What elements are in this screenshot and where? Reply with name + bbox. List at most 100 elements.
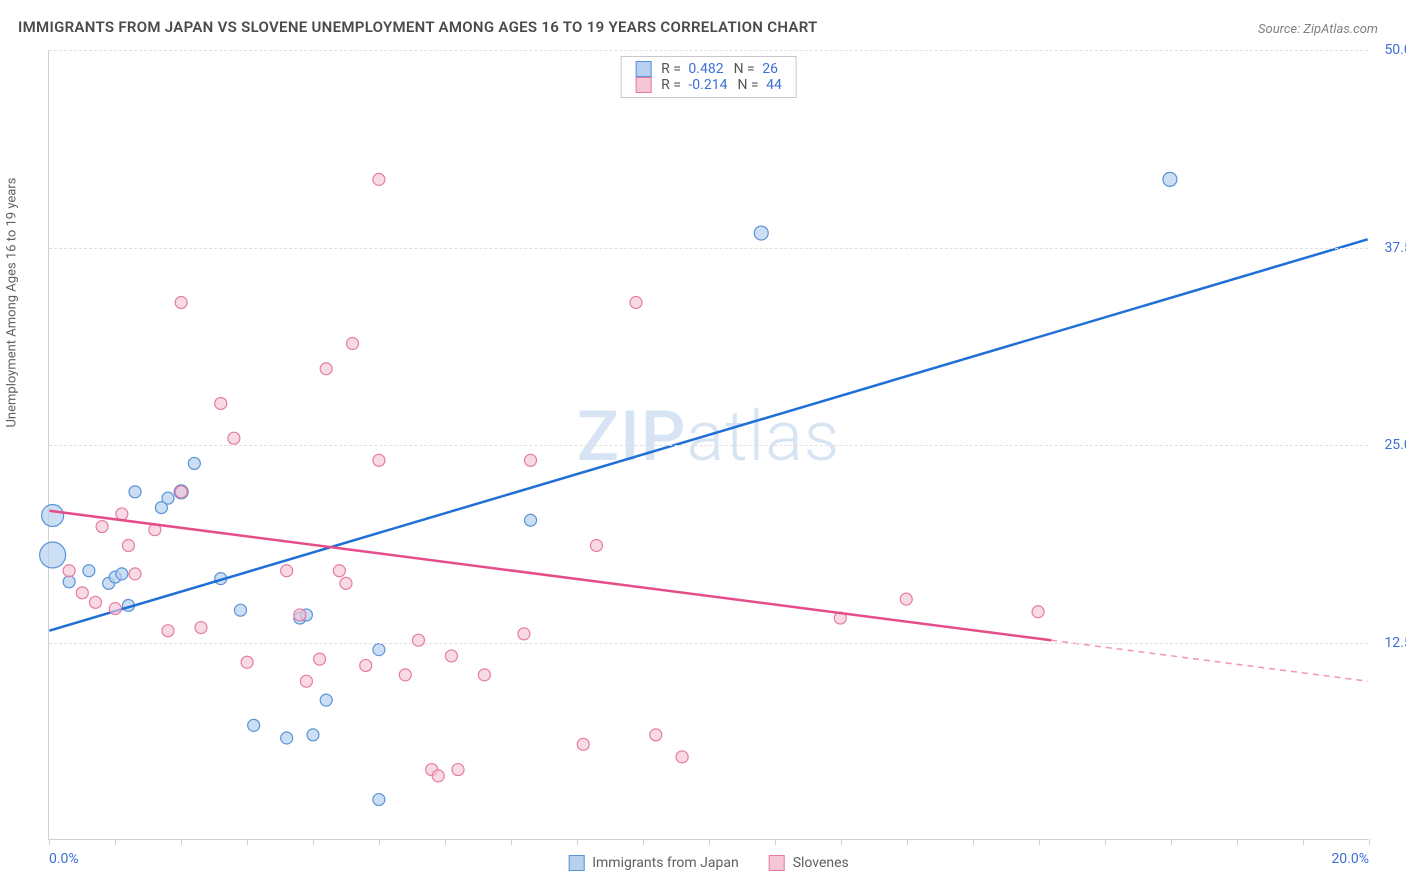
stat-n-label: N = 44 xyxy=(737,77,781,93)
scatter-point xyxy=(300,675,312,687)
x-tick-mark xyxy=(247,839,248,845)
scatter-point xyxy=(412,634,424,646)
x-tick-mark xyxy=(445,839,446,845)
x-tick-mark xyxy=(115,839,116,845)
scatter-point xyxy=(478,669,490,681)
scatter-point xyxy=(577,738,589,750)
regression-line-dashed xyxy=(1051,640,1367,681)
scatter-point xyxy=(89,596,101,608)
stats-legend-row: R = 0.482 N = 26 xyxy=(635,61,782,77)
x-tick-mark xyxy=(1171,839,1172,845)
y-tick-label: 25.0% xyxy=(1384,437,1406,453)
legend-label: Immigrants from Japan xyxy=(592,855,738,871)
scatter-point xyxy=(175,296,187,308)
scatter-point xyxy=(360,659,372,671)
scatter-point xyxy=(215,397,227,409)
gridline xyxy=(49,445,1368,446)
legend-swatch xyxy=(769,855,785,871)
y-axis-label: Unemployment Among Ages 16 to 19 years xyxy=(5,178,20,428)
scatter-point xyxy=(83,565,95,577)
scatter-point xyxy=(307,729,319,741)
x-tick-mark xyxy=(1369,839,1370,845)
stat-r-label: R = -0.214 xyxy=(661,77,727,93)
stats-legend-row: R = -0.214 N = 44 xyxy=(635,77,782,93)
scatter-point xyxy=(175,486,187,498)
scatter-point xyxy=(373,644,385,656)
scatter-point xyxy=(40,542,66,568)
source-attribution: Source: ZipAtlas.com xyxy=(1258,22,1378,37)
scatter-point xyxy=(281,732,293,744)
scatter-point xyxy=(63,576,75,588)
scatter-point xyxy=(109,603,121,615)
x-tick-mark xyxy=(577,839,578,845)
x-tick-mark xyxy=(1039,839,1040,845)
x-tick-mark xyxy=(1105,839,1106,845)
x-tick-mark xyxy=(511,839,512,845)
scatter-point xyxy=(1032,606,1044,618)
gridline xyxy=(49,50,1368,51)
legend-swatch xyxy=(568,855,584,871)
scatter-point xyxy=(333,565,345,577)
scatter-point xyxy=(630,296,642,308)
scatter-point xyxy=(248,719,260,731)
x-tick-mark xyxy=(709,839,710,845)
scatter-point xyxy=(188,457,200,469)
bottom-legend-item: Immigrants from Japan xyxy=(568,855,738,871)
scatter-point xyxy=(116,508,128,520)
scatter-point xyxy=(590,539,602,551)
scatter-point xyxy=(373,794,385,806)
scatter-point xyxy=(241,656,253,668)
scatter-point xyxy=(754,226,768,240)
scatter-point xyxy=(42,505,64,527)
y-tick-label: 37.5% xyxy=(1384,240,1406,256)
scatter-point xyxy=(96,521,108,533)
scatter-point xyxy=(432,770,444,782)
scatter-point xyxy=(373,454,385,466)
scatter-point xyxy=(900,593,912,605)
x-tick-label: 20.0% xyxy=(1331,851,1369,867)
stat-r-label: R = 0.482 xyxy=(661,61,723,77)
legend-swatch xyxy=(635,77,651,93)
x-tick-mark xyxy=(49,839,50,845)
scatter-point xyxy=(76,587,88,599)
scatter-point xyxy=(525,514,537,526)
gridline xyxy=(49,643,1368,644)
scatter-point xyxy=(162,625,174,637)
stats-legend-box: R = 0.482 N = 26 R = -0.214 N = 44 xyxy=(620,56,797,98)
scatter-point xyxy=(347,338,359,350)
scatter-point xyxy=(518,628,530,640)
scatter-point xyxy=(129,486,141,498)
x-tick-mark xyxy=(1303,839,1304,845)
scatter-point xyxy=(281,565,293,577)
legend-label: Slovenes xyxy=(793,855,849,871)
regression-line xyxy=(49,239,1367,630)
scatter-point xyxy=(314,653,326,665)
x-tick-mark xyxy=(1237,839,1238,845)
bottom-legend: Immigrants from Japan Slovenes xyxy=(568,855,849,871)
scatter-point xyxy=(1163,172,1177,186)
scatter-point xyxy=(320,694,332,706)
x-tick-mark xyxy=(313,839,314,845)
x-tick-mark xyxy=(775,839,776,845)
scatter-point xyxy=(650,729,662,741)
scatter-point xyxy=(452,764,464,776)
x-tick-mark xyxy=(379,839,380,845)
scatter-point xyxy=(195,622,207,634)
x-tick-label: 0.0% xyxy=(49,851,79,867)
scatter-point xyxy=(235,604,247,616)
scatter-point xyxy=(445,650,457,662)
gridline xyxy=(49,248,1368,249)
scatter-point xyxy=(373,173,385,185)
scatter-point xyxy=(155,502,167,514)
bottom-legend-item: Slovenes xyxy=(769,855,849,871)
scatter-point xyxy=(129,568,141,580)
chart-plot-area: ZIPatlas R = 0.482N = 26R = -0.214N = 44… xyxy=(48,50,1368,840)
scatter-point xyxy=(116,568,128,580)
scatter-point xyxy=(676,751,688,763)
x-tick-mark xyxy=(973,839,974,845)
scatter-point xyxy=(320,363,332,375)
x-tick-mark xyxy=(841,839,842,845)
stat-n-label: N = 26 xyxy=(734,61,778,77)
scatter-point xyxy=(228,432,240,444)
scatter-point xyxy=(525,454,537,466)
